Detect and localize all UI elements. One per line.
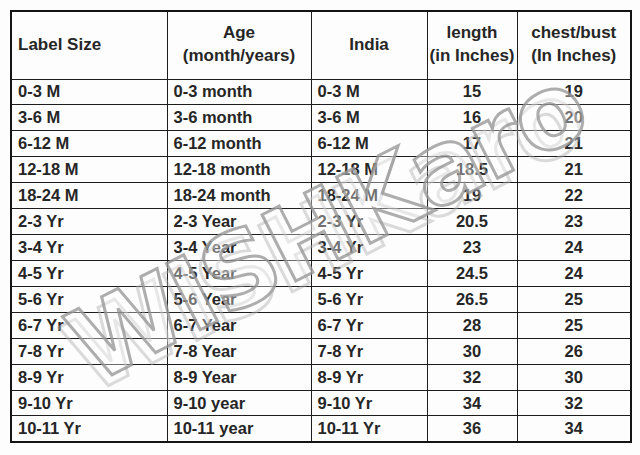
table-cell: 28 xyxy=(427,312,517,338)
table-row: 0-3 M0-3 month0-3 M1519 xyxy=(11,79,631,105)
column-header-3: India xyxy=(311,11,427,79)
table-row: 4-5 Yr4-5 Year4-5 Yr24.524 xyxy=(11,260,631,286)
table-row: 2-3 Yr2-3 Year2-3 Yr20.523 xyxy=(11,209,631,235)
table-cell: 10-11 Yr xyxy=(11,416,167,442)
table-body: 0-3 M0-3 month0-3 M15193-6 M3-6 month3-6… xyxy=(11,79,631,442)
size-chart-page: WISHKaro WISHKaro Label SizeAge (month/y… xyxy=(0,0,640,455)
table-cell: 6-12 M xyxy=(311,131,427,157)
table-cell: 9-10 Yr xyxy=(311,390,427,416)
table-cell: 18-24 M xyxy=(311,183,427,209)
table-header: Label SizeAge (month/years)Indialength (… xyxy=(11,11,631,79)
table-cell: 24.5 xyxy=(427,260,517,286)
table-cell: 8-9 Yr xyxy=(311,364,427,390)
header-row: Label SizeAge (month/years)Indialength (… xyxy=(11,11,631,79)
table-cell: 6-7 Yr xyxy=(11,312,167,338)
table-row: 9-10 Yr9-10 year9-10 Yr3432 xyxy=(11,390,631,416)
column-header-5: chest/bust (In Inches) xyxy=(517,11,631,79)
table-cell: 10-11 year xyxy=(167,416,311,442)
table-row: 3-6 M3-6 month3-6 M1620 xyxy=(11,105,631,131)
table-cell: 8-9 Yr xyxy=(11,364,167,390)
table-cell: 5-6 Yr xyxy=(11,286,167,312)
table-cell: 0-3 month xyxy=(167,79,311,105)
table-cell: 3-6 M xyxy=(311,105,427,131)
table-cell: 34 xyxy=(517,416,631,442)
table-cell: 2-3 Yr xyxy=(311,209,427,235)
table-cell: 15 xyxy=(427,79,517,105)
table-cell: 4-5 Yr xyxy=(11,260,167,286)
table-cell: 9-10 year xyxy=(167,390,311,416)
table-cell: 16 xyxy=(427,105,517,131)
table-cell: 6-12 month xyxy=(167,131,311,157)
table-cell: 8-9 Year xyxy=(167,364,311,390)
table-cell: 10-11 Yr xyxy=(311,416,427,442)
table-cell: 30 xyxy=(517,364,631,390)
table-cell: 36 xyxy=(427,416,517,442)
table-cell: 25 xyxy=(517,312,631,338)
table-cell: 12-18 M xyxy=(311,157,427,183)
table-cell: 30 xyxy=(427,338,517,364)
table-cell: 26 xyxy=(517,338,631,364)
table-row: 3-4 Yr3-4 Year3-4 Yr2324 xyxy=(11,235,631,261)
column-header-1: Label Size xyxy=(11,11,167,79)
table-cell: 3-6 month xyxy=(167,105,311,131)
size-chart-table: Label SizeAge (month/years)Indialength (… xyxy=(10,10,632,443)
table-cell: 0-3 M xyxy=(11,79,167,105)
table-cell: 3-6 M xyxy=(11,105,167,131)
table-cell: 12-18 M xyxy=(11,157,167,183)
table-row: 12-18 M12-18 month12-18 M18.521 xyxy=(11,157,631,183)
table-cell: 19 xyxy=(517,79,631,105)
table-cell: 5-6 Year xyxy=(167,286,311,312)
table-cell: 34 xyxy=(427,390,517,416)
table-cell: 21 xyxy=(517,131,631,157)
table-cell: 3-4 Yr xyxy=(11,235,167,261)
table-cell: 7-8 Yr xyxy=(11,338,167,364)
table-cell: 4-5 Year xyxy=(167,260,311,286)
table-cell: 4-5 Yr xyxy=(311,260,427,286)
table-cell: 3-4 Yr xyxy=(311,235,427,261)
table-cell: 0-3 M xyxy=(311,79,427,105)
table-cell: 7-8 Year xyxy=(167,338,311,364)
table-row: 5-6 Yr5-6 Year5-6 Yr26.525 xyxy=(11,286,631,312)
table-cell: 9-10 Yr xyxy=(11,390,167,416)
table-row: 6-12 M6-12 month6-12 M1721 xyxy=(11,131,631,157)
table-cell: 6-7 Yr xyxy=(311,312,427,338)
table-row: 8-9 Yr8-9 Year8-9 Yr3230 xyxy=(11,364,631,390)
table-cell: 18-24 month xyxy=(167,183,311,209)
table-cell: 18.5 xyxy=(427,157,517,183)
table-cell: 20.5 xyxy=(427,209,517,235)
table-cell: 3-4 Year xyxy=(167,235,311,261)
table-cell: 23 xyxy=(517,209,631,235)
table-cell: 6-12 M xyxy=(11,131,167,157)
table-cell: 23 xyxy=(427,235,517,261)
table-cell: 2-3 Year xyxy=(167,209,311,235)
table-cell: 21 xyxy=(517,157,631,183)
table-row: 10-11 Yr10-11 year10-11 Yr3634 xyxy=(11,416,631,442)
table-cell: 19 xyxy=(427,183,517,209)
table-cell: 25 xyxy=(517,286,631,312)
table-cell: 17 xyxy=(427,131,517,157)
table-cell: 18-24 M xyxy=(11,183,167,209)
table-cell: 2-3 Yr xyxy=(11,209,167,235)
table-cell: 24 xyxy=(517,235,631,261)
table-cell: 32 xyxy=(427,364,517,390)
column-header-4: length (in Inches) xyxy=(427,11,517,79)
table-cell: 12-18 month xyxy=(167,157,311,183)
table-row: 18-24 M18-24 month18-24 M1922 xyxy=(11,183,631,209)
table-cell: 7-8 Yr xyxy=(311,338,427,364)
table-cell: 26.5 xyxy=(427,286,517,312)
table-cell: 5-6 Yr xyxy=(311,286,427,312)
table-row: 6-7 Yr6-7 Year6-7 Yr2825 xyxy=(11,312,631,338)
table-cell: 24 xyxy=(517,260,631,286)
table-cell: 6-7 Year xyxy=(167,312,311,338)
table-cell: 20 xyxy=(517,105,631,131)
table-row: 7-8 Yr7-8 Year7-8 Yr3026 xyxy=(11,338,631,364)
column-header-2: Age (month/years) xyxy=(167,11,311,79)
table-cell: 32 xyxy=(517,390,631,416)
table-cell: 22 xyxy=(517,183,631,209)
